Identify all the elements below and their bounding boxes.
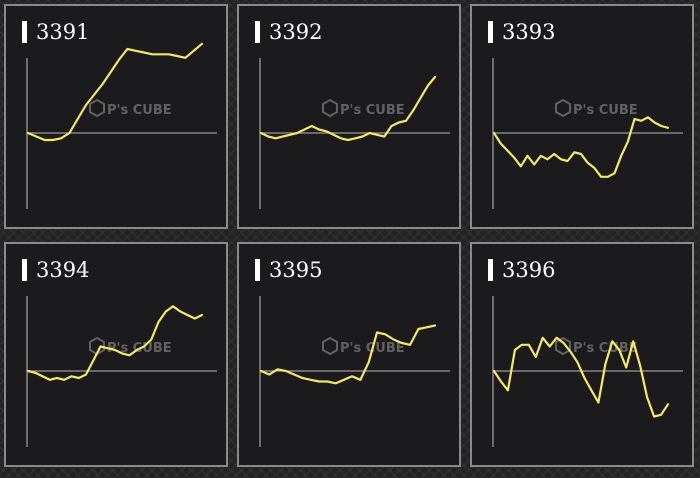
chart-svg: P's CUBE 3393 — [488, 20, 683, 209]
cube-logo-icon — [322, 98, 338, 118]
chart-panel-3396: P's CUBE 3396 — [470, 242, 694, 467]
chart-panel-3392: P's CUBE 3392 — [237, 4, 461, 229]
chart-panel-3393: P's CUBE 3393 — [470, 4, 694, 229]
chart-title: 3396 — [502, 258, 555, 282]
watermark: P's CUBE — [555, 336, 638, 356]
title-marker — [255, 259, 260, 281]
chart-title: 3395 — [269, 258, 322, 282]
watermark-brand: P's CUBE — [340, 103, 405, 118]
watermark: P's CUBE — [89, 98, 172, 118]
cube-logo-icon — [322, 336, 338, 356]
watermark-brand: P's CUBE — [573, 341, 638, 356]
series-line — [26, 42, 204, 142]
chart-panel-3394: P's CUBE 3394 — [4, 242, 228, 467]
chart-title: 3392 — [269, 20, 322, 44]
watermark-brand: P's CUBE — [107, 103, 172, 118]
chart-title: 3391 — [36, 20, 89, 44]
cube-logo-icon — [89, 336, 105, 356]
watermark: P's CUBE — [555, 98, 638, 118]
series-line — [492, 336, 670, 418]
chart-svg: P's CUBE 3391 — [22, 20, 217, 209]
series-line — [259, 75, 437, 142]
series-line — [26, 305, 204, 381]
cube-logo-icon — [555, 336, 571, 356]
chart-title: 3394 — [36, 258, 89, 282]
chart-panel-3391: P's CUBE 3391 — [4, 4, 228, 229]
chart-svg: P's CUBE 3396 — [488, 258, 683, 447]
series-line — [492, 116, 670, 178]
title-marker — [22, 21, 27, 43]
chart-svg: P's CUBE 3392 — [255, 20, 450, 209]
title-marker — [255, 21, 260, 43]
series-line — [259, 324, 437, 385]
title-marker — [22, 259, 27, 281]
cube-logo-icon — [555, 98, 571, 118]
chart-title: 3393 — [502, 20, 555, 44]
chart-svg: P's CUBE 3395 — [255, 258, 450, 447]
watermark: P's CUBE — [322, 98, 405, 118]
cube-logo-icon — [89, 98, 105, 118]
watermark: P's CUBE — [322, 336, 405, 356]
title-marker — [488, 259, 493, 281]
title-marker — [488, 21, 493, 43]
chart-panel-3395: P's CUBE 3395 — [237, 242, 461, 467]
watermark-brand: P's CUBE — [573, 103, 638, 118]
